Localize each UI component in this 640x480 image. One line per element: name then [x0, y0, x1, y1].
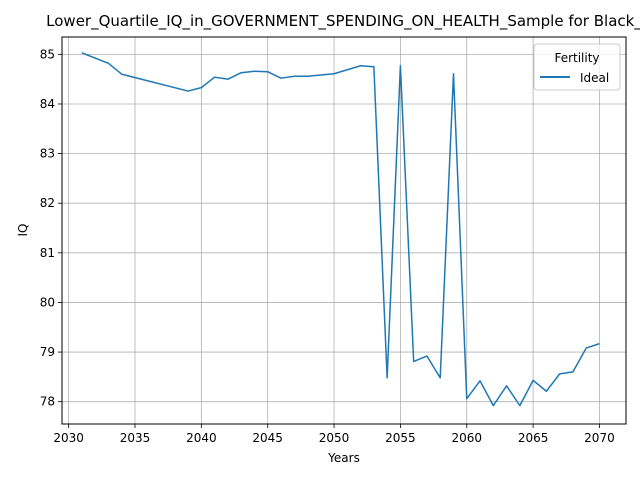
legend-box: [533, 43, 621, 91]
x-tick-label: 2045: [252, 431, 283, 445]
x-axis-label: Years: [327, 451, 360, 465]
x-tick-label: 2070: [584, 431, 615, 445]
legend-title: Fertility: [554, 51, 599, 65]
y-tick-label: 84: [40, 97, 55, 111]
y-tick-label: 80: [40, 295, 55, 309]
x-tick-label: 2060: [451, 431, 482, 445]
x-tick-label: 2035: [120, 431, 151, 445]
y-tick-label: 79: [40, 345, 55, 359]
x-tick-label: 2030: [53, 431, 84, 445]
legend-label-ideal: Ideal: [580, 71, 609, 85]
x-axis: 2030 2035 2040 2045 2050 2055 2060 2065 2070: [53, 424, 615, 445]
y-tick-label: 78: [40, 395, 55, 409]
y-axis: 78 79 80 81 82 83 84 85: [40, 47, 62, 409]
grid-lines: [62, 37, 626, 424]
chart-title: Lower_Quartile_IQ_in_GOVERNMENT_SPENDING…: [46, 12, 640, 31]
series-layer: [81, 52, 600, 407]
x-tick-label: 2055: [385, 431, 416, 445]
x-tick-label: 2050: [319, 431, 350, 445]
y-tick-label: 82: [40, 196, 55, 210]
x-tick-label: 2065: [518, 431, 549, 445]
series-line-ideal: [81, 52, 600, 407]
y-tick-label: 83: [40, 147, 55, 161]
plot-frame: [61, 36, 627, 425]
x-tick-label: 2040: [186, 431, 217, 445]
y-tick-label: 85: [40, 47, 55, 61]
y-axis-label: IQ: [16, 224, 30, 237]
legend: Fertility Ideal: [533, 43, 621, 91]
y-tick-label: 81: [40, 246, 55, 260]
